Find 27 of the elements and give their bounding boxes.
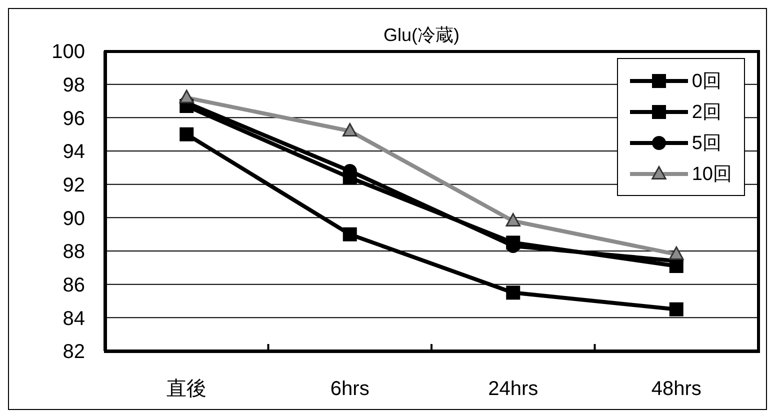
y-tick-label: 92 [62, 174, 85, 196]
y-tick-label: 100 [52, 41, 85, 64]
legend-label: 2回 [692, 100, 722, 124]
y-tick-label: 96 [62, 108, 85, 130]
y-tick-label: 94 [62, 141, 85, 164]
x-tick-label: 6hrs [330, 378, 370, 400]
point [669, 302, 684, 316]
y-tick-label: 84 [62, 308, 85, 330]
x-tick-label: 48hrs [651, 378, 702, 400]
x-tick-label: 直後 [166, 378, 207, 400]
y-tick-label: 82 [62, 341, 85, 364]
y-tick-label: 90 [62, 208, 85, 230]
legend-label: 0回 [692, 70, 722, 94]
chart-title: Glu(冷蔵) [382, 24, 460, 47]
legend-label: 10回 [692, 162, 732, 186]
point [342, 123, 358, 137]
point [669, 246, 684, 260]
point [179, 90, 194, 104]
y-tick-label: 86 [62, 274, 85, 296]
y-tick-label: 88 [62, 241, 85, 264]
point [180, 127, 194, 142]
point [506, 286, 520, 300]
y-tick-label: 98 [62, 74, 85, 96]
point [342, 227, 357, 242]
point [506, 213, 520, 227]
legend-label: 5回 [692, 132, 722, 156]
x-tick-label: 24hrs [488, 378, 538, 400]
